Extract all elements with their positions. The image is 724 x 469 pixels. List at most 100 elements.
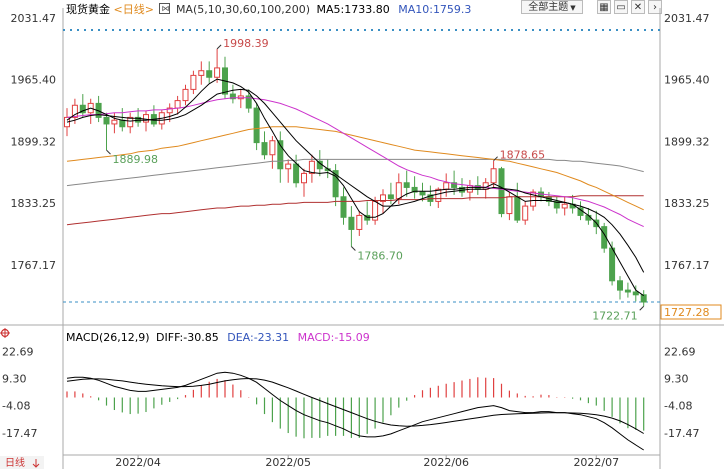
candle-body [324, 168, 331, 172]
chart-header: 现货黄金 <日线> ⋈ MA(5,10,30,60,100,200) MA5:1… [66, 1, 471, 17]
candle-body [538, 191, 544, 198]
candle [127, 112, 134, 134]
candle-body [158, 112, 165, 125]
price-tick-right: 1767.17 [664, 259, 710, 272]
candle [237, 89, 244, 109]
candle-body [277, 140, 284, 170]
candle-body [530, 191, 537, 207]
annotation-pointer [351, 246, 356, 251]
macd-lines [66, 371, 644, 451]
candle [364, 201, 371, 225]
candle [482, 178, 489, 199]
candle-body [490, 168, 497, 184]
candle-body [411, 186, 418, 193]
candle-body [593, 219, 600, 228]
close-icon[interactable]: ✕ [631, 0, 645, 14]
symbol-name: 现货黄金 [66, 3, 110, 16]
candle-body [119, 119, 126, 128]
candle-body [443, 182, 450, 190]
candle [522, 201, 529, 225]
candle [545, 192, 552, 207]
candle-body [103, 116, 110, 125]
candle [206, 61, 213, 83]
candle [530, 189, 537, 211]
extreme-annotation: 1786.70 [351, 246, 403, 263]
candle [411, 176, 418, 199]
candle-body [308, 160, 315, 174]
candle-body [316, 160, 323, 170]
macd-tick-right: -17.47 [664, 427, 699, 440]
candle-body [474, 185, 481, 190]
theme-selector-button[interactable]: 全部主题 ▼ [521, 0, 583, 14]
macd-dea-value: DEA:-23.31 [227, 331, 290, 344]
screen-icon[interactable]: ▭ [614, 0, 628, 14]
macd-label: MACD(26,12,9) [66, 331, 150, 344]
candle-body [79, 104, 86, 114]
candle-body [143, 114, 149, 123]
candle-body [87, 102, 94, 114]
footer-arrow-icon [32, 459, 40, 468]
annotation-pointer [106, 149, 111, 155]
candle [340, 187, 347, 225]
candle [229, 84, 236, 104]
candle [632, 285, 639, 302]
candle [253, 103, 260, 151]
ma-settings-icon[interactable]: ⋈ [159, 3, 171, 14]
candle [403, 170, 410, 197]
candle-body [522, 205, 529, 221]
annotation-label: 1889.98 [113, 153, 159, 166]
candle [222, 56, 228, 99]
price-axis: 2031.47 2031.47 1965.40 1965.40 1899.32 1899.… [11, 12, 710, 272]
theme-selector-label: 全部主题 [528, 2, 569, 13]
candle [609, 241, 616, 286]
macd-dea-line [66, 377, 644, 434]
moving-average-lines [66, 78, 645, 297]
candle-body [150, 114, 157, 125]
ma60-line [66, 126, 644, 211]
candle [561, 196, 568, 216]
candle [269, 136, 276, 169]
candle-body [269, 140, 276, 156]
dropdown-arrow-icon: ▼ [570, 4, 576, 12]
price-tick-right: 1965.40 [664, 74, 710, 87]
candle [166, 103, 173, 123]
candle-body [498, 168, 505, 215]
macd-axis: 22.69 22.69 9.30 9.30 -4.08 -4.08 -17.47 -17.47 [2, 346, 699, 440]
price-tick-left: 1833.25 [11, 197, 57, 210]
candle-body [624, 289, 631, 293]
candle [190, 70, 197, 95]
candle-body [609, 247, 616, 282]
price-tick-right: 1899.32 [664, 135, 710, 148]
expand-icon[interactable]: › [648, 0, 662, 14]
ma10-line [66, 88, 645, 273]
candle-body [387, 194, 394, 200]
price-tick-left: 2031.47 [11, 12, 57, 25]
candle [356, 210, 363, 236]
candle [277, 131, 284, 183]
candle [387, 182, 394, 205]
candle-body [222, 67, 228, 95]
candle [395, 173, 402, 205]
macd-tick-left: -4.08 [2, 400, 30, 413]
candle-body [585, 214, 592, 221]
candle [419, 182, 426, 202]
candle [119, 108, 126, 132]
period-selector[interactable]: <日线> [113, 3, 154, 16]
annotation-pointer [493, 156, 498, 162]
candle [514, 182, 521, 223]
candle [158, 109, 165, 130]
macd-hist-value: MACD:-15.09 [297, 331, 370, 344]
candle [308, 154, 315, 183]
indicator-icon[interactable]: ▦ [597, 0, 611, 14]
candle-body [561, 203, 568, 209]
candle-body [466, 185, 473, 193]
candle [261, 131, 268, 160]
price-tick-left: 1965.40 [11, 74, 57, 87]
candle [506, 192, 513, 221]
candle-body [403, 182, 410, 188]
candle [95, 95, 102, 123]
macd-tick-right: -4.08 [664, 400, 692, 413]
candle [316, 150, 323, 177]
candle-body [372, 200, 379, 221]
candle-body [95, 102, 102, 118]
